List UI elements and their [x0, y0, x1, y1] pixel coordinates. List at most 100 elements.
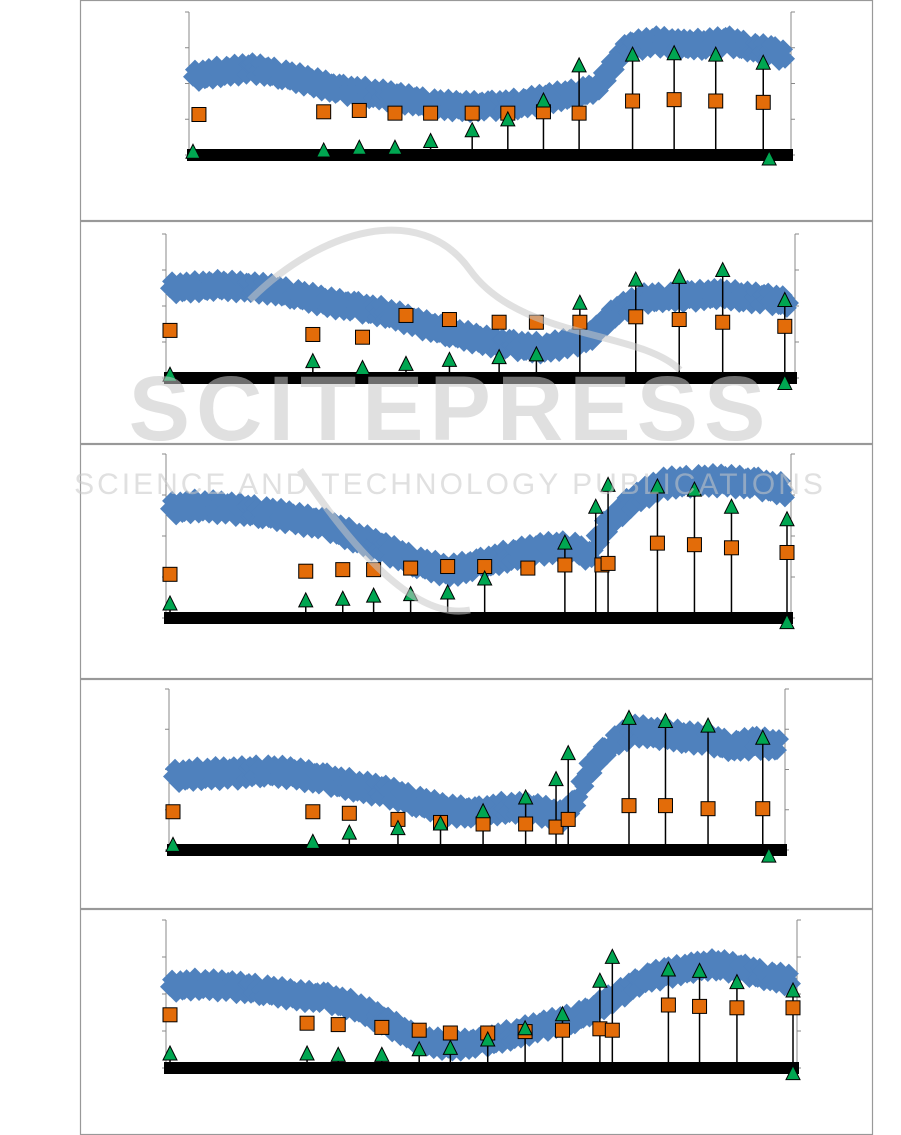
triangle-point: [761, 847, 777, 863]
square-point: [755, 94, 771, 110]
triangle-point: [315, 141, 332, 158]
triangle-point: [686, 480, 703, 497]
triangle-point: [422, 132, 439, 148]
triangle-point: [398, 355, 414, 371]
baseline-bar: [164, 1062, 799, 1074]
triangle-point: [390, 819, 406, 836]
square-point: [464, 105, 480, 121]
triangle-point: [162, 594, 178, 611]
square-point: [554, 1022, 570, 1038]
square-point: [475, 816, 491, 832]
triangle-point: [517, 1019, 533, 1036]
chart-panels: [79, 0, 874, 1135]
triangle-point: [528, 345, 545, 362]
triangle-point: [649, 477, 666, 494]
watermark-subtitle: SCIENCE AND TECHNOLOGY PUBLICATIONS: [74, 468, 826, 501]
triangle-point: [442, 1039, 459, 1055]
triangle-point: [517, 788, 534, 805]
triangle-point: [776, 291, 793, 307]
square-point: [520, 560, 536, 576]
square-point: [441, 312, 457, 328]
triangle-point: [624, 45, 641, 62]
triangle-point: [535, 91, 552, 108]
triangle-point: [621, 709, 637, 725]
triangle-point: [571, 56, 587, 73]
triangle-point: [387, 139, 403, 155]
triangle-point: [439, 583, 456, 600]
square-point: [715, 314, 731, 330]
chart-panel-3: [79, 443, 874, 680]
triangle-point: [604, 948, 621, 964]
triangle-point: [162, 366, 178, 382]
panel-frame: [79, 220, 874, 445]
square-point: [191, 107, 207, 122]
square-point: [330, 1017, 346, 1033]
square-point: [398, 307, 414, 323]
triangle-point: [185, 143, 201, 159]
square-point: [657, 798, 673, 814]
square-point: [305, 326, 321, 342]
baseline-bar: [164, 372, 797, 384]
triangle-point: [548, 770, 564, 787]
square-point: [625, 93, 641, 109]
diamond-point: [768, 729, 789, 750]
square-point: [355, 329, 371, 345]
panel-frame: [79, 908, 874, 1135]
square-point: [316, 104, 332, 120]
chart-panel-4: [79, 678, 874, 910]
square-point: [660, 997, 676, 1013]
square-point: [442, 1025, 458, 1041]
diamond-point: [774, 487, 795, 508]
square-point: [649, 535, 665, 551]
triangle-point: [779, 613, 795, 630]
square-point: [298, 563, 314, 579]
triangle-point: [761, 149, 777, 166]
square-point: [779, 544, 795, 560]
triangle-point: [592, 972, 608, 988]
triangle-point: [707, 45, 724, 62]
square-point: [440, 559, 456, 575]
triangle-point: [779, 510, 795, 527]
square-point: [162, 1007, 178, 1023]
square-point: [600, 555, 616, 571]
triangle-point: [785, 981, 801, 998]
baseline-bar: [167, 844, 787, 856]
triangle-point: [587, 498, 604, 514]
square-point: [604, 1022, 620, 1038]
triangle-point: [464, 121, 480, 138]
triangle-point: [305, 352, 321, 369]
square-point: [700, 801, 716, 817]
square-point: [374, 1019, 390, 1035]
triangle-point: [475, 802, 491, 819]
square-point: [671, 312, 687, 328]
triangle-point: [627, 270, 644, 287]
baseline-bar: [164, 612, 793, 624]
square-point: [708, 93, 724, 109]
triangle-point: [491, 348, 507, 365]
triangle-point: [432, 814, 449, 831]
triangle-point: [776, 374, 793, 390]
square-point: [162, 322, 178, 338]
triangle-point: [299, 1044, 315, 1061]
square-point: [165, 804, 181, 820]
square-point: [777, 318, 793, 334]
square-point: [387, 105, 403, 121]
triangle-point: [572, 294, 588, 310]
triangle-point: [729, 973, 745, 990]
square-point: [755, 801, 771, 817]
chart-panel-1: [79, 0, 874, 222]
square-point: [548, 819, 564, 835]
square-point: [299, 1015, 315, 1031]
triangle-point: [600, 476, 616, 492]
triangle-point: [785, 1064, 801, 1081]
square-point: [351, 102, 367, 118]
square-point: [403, 560, 419, 576]
square-point: [557, 557, 573, 573]
triangle-point: [700, 716, 716, 733]
triangle-point: [660, 960, 677, 977]
triangle-point: [557, 534, 573, 550]
watermark-title: SCITEPRESS: [129, 358, 772, 460]
triangle-point: [754, 729, 771, 745]
square-point: [621, 798, 637, 814]
